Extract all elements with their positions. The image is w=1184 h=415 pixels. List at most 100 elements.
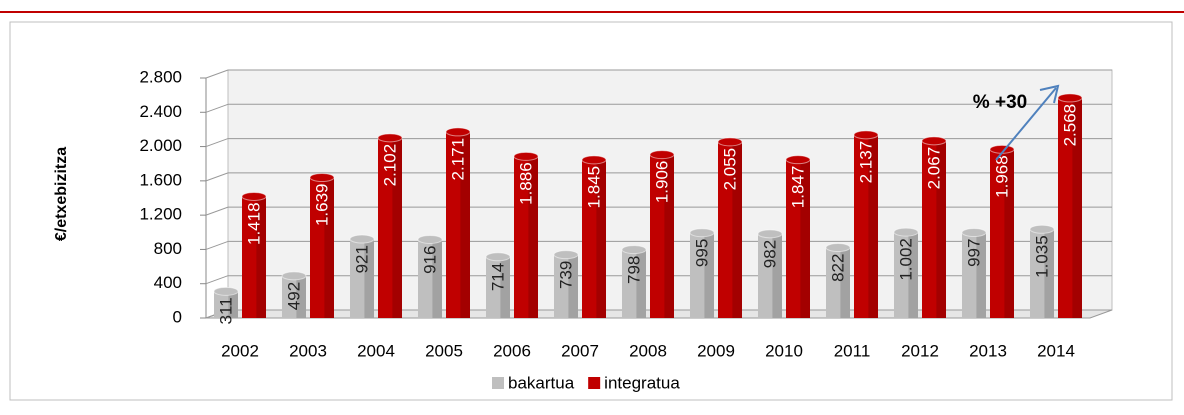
value-label: 739	[556, 261, 575, 289]
bar-shade	[568, 254, 578, 318]
bar	[377, 133, 403, 318]
bar-shade	[256, 196, 266, 318]
value-label: 2.102	[380, 144, 399, 187]
value-label: 2.568	[1060, 104, 1079, 147]
y-tick-label: 1.200	[139, 205, 182, 224]
value-label: 995	[692, 239, 711, 267]
bar	[825, 243, 851, 318]
bar	[485, 252, 511, 318]
bar-body	[242, 196, 266, 318]
bar-top	[689, 228, 715, 238]
bar-top	[309, 173, 335, 183]
legend-label: bakartua	[508, 373, 575, 392]
bar	[649, 150, 675, 318]
bar	[921, 136, 947, 318]
bar-shade	[1072, 97, 1082, 318]
bar-body	[786, 159, 810, 318]
bar-body	[1030, 229, 1054, 318]
value-label: 997	[964, 239, 983, 267]
bar-shade	[596, 159, 606, 318]
legend-swatch	[588, 377, 601, 389]
bar-top	[757, 229, 783, 239]
bar	[621, 245, 647, 318]
bar	[513, 151, 539, 318]
annotation-arrowhead	[1039, 84, 1060, 104]
bar-top	[825, 243, 851, 253]
bar-top	[893, 227, 919, 237]
bar-shade	[664, 154, 674, 318]
grid-connector	[205, 240, 229, 250]
bar-shade	[296, 275, 306, 318]
grid-connector	[205, 206, 229, 216]
value-label: 982	[760, 240, 779, 268]
bar-body	[854, 134, 878, 318]
y-tick-label: 2.800	[139, 67, 182, 86]
bar-body	[894, 232, 918, 318]
value-label: 1.968	[992, 155, 1011, 198]
bar-body	[826, 247, 850, 318]
bar	[853, 130, 879, 318]
value-label: 492	[284, 282, 303, 310]
bar-top	[349, 234, 375, 244]
bar-shade	[800, 159, 810, 318]
y-axis-label: €/etxebizitza	[53, 147, 70, 241]
value-label: 1.906	[652, 161, 671, 204]
grid-connector	[205, 103, 229, 113]
bar-shade	[868, 134, 878, 318]
y-tick-label: 1.600	[139, 170, 182, 189]
value-label: 1.002	[896, 238, 915, 281]
bar	[989, 144, 1015, 318]
value-label: 1.847	[788, 166, 807, 209]
bar	[757, 229, 783, 318]
bar	[785, 155, 811, 318]
value-label: 311	[216, 297, 235, 324]
bar-body	[622, 249, 646, 318]
bar-top	[377, 133, 403, 143]
legend-label: integratua	[604, 373, 680, 392]
bar-shade	[772, 233, 782, 318]
grid-connector	[205, 172, 229, 182]
bar-body	[690, 232, 714, 318]
bar-shade	[432, 239, 442, 318]
bar-top	[717, 137, 743, 147]
grid-connector	[205, 69, 229, 79]
bar	[689, 228, 715, 318]
bar-shade	[1044, 229, 1054, 318]
bar-shade	[840, 247, 850, 318]
bar-shade	[936, 140, 946, 318]
value-label: 1.639	[312, 184, 331, 227]
x-tick-label: 2014	[1037, 341, 1075, 360]
annotation-arrow	[995, 87, 1057, 161]
bar-top	[281, 271, 307, 281]
bar	[309, 173, 335, 318]
bar-body	[310, 177, 334, 318]
x-tick-label: 2002	[221, 341, 259, 360]
bar-body	[378, 137, 402, 318]
bar-body	[486, 256, 510, 318]
y-tick-label: 400	[154, 273, 182, 292]
bar-top	[921, 136, 947, 146]
bar	[445, 127, 471, 318]
x-tick-label: 2006	[493, 341, 531, 360]
bar-shade	[364, 239, 374, 318]
value-label: 714	[488, 263, 507, 291]
bar	[553, 250, 579, 318]
value-label: 822	[828, 254, 847, 282]
bar-shade	[976, 232, 986, 318]
bar-top	[513, 151, 539, 161]
bar-body	[922, 140, 946, 318]
grid-connector	[205, 138, 229, 148]
bar-body	[758, 233, 782, 318]
value-label: 2.137	[856, 141, 875, 184]
bar-shade	[500, 256, 510, 318]
bar	[213, 286, 239, 318]
bar-body	[514, 156, 538, 318]
annotation: % +30	[973, 92, 1027, 113]
bar-body	[962, 232, 986, 318]
bar-body	[718, 141, 742, 318]
bar-shade	[732, 141, 742, 318]
bar-shade	[228, 291, 238, 318]
value-label: 2.055	[720, 148, 739, 191]
bar-shade	[392, 137, 402, 318]
